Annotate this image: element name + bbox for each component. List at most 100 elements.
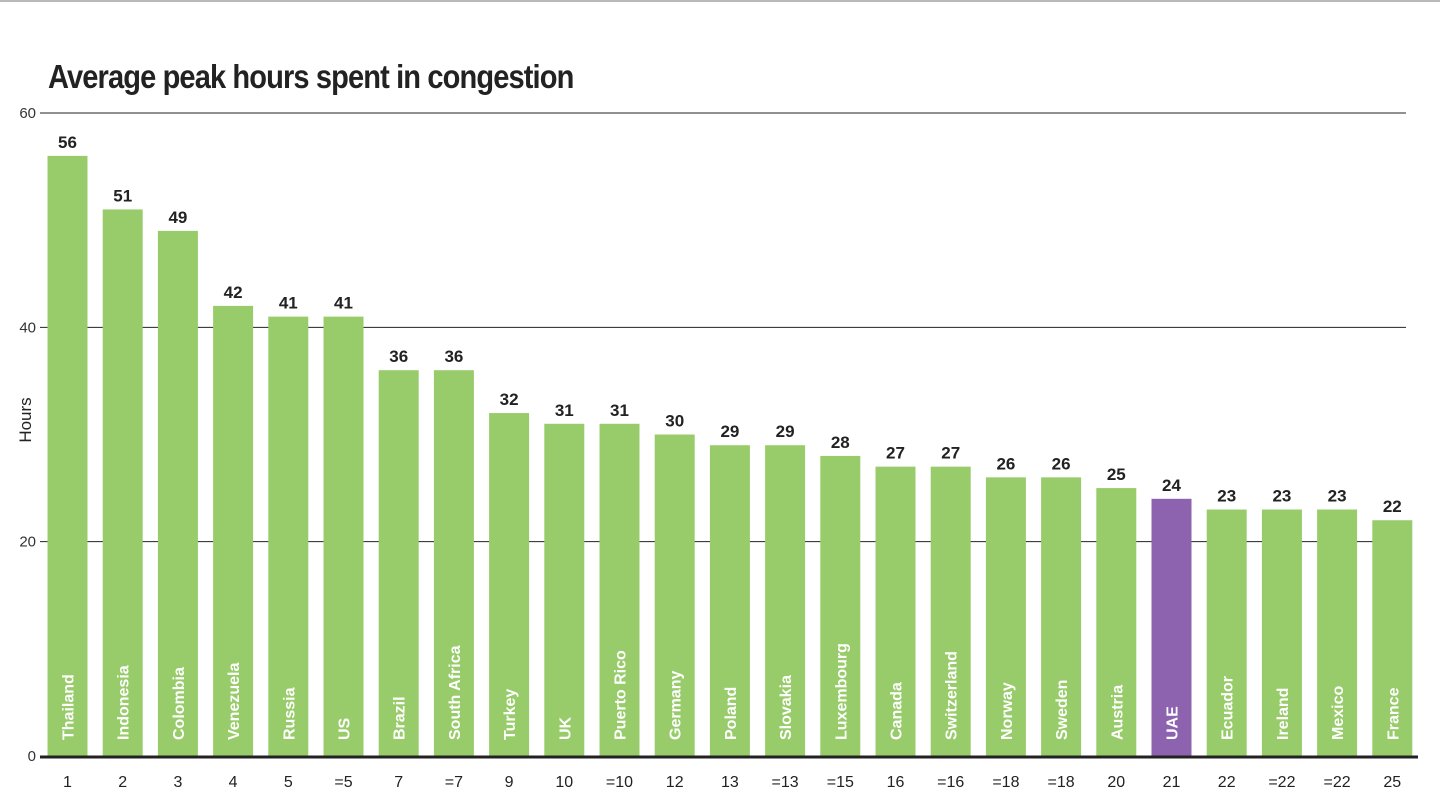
data-label: 24 [1162, 476, 1181, 495]
y-tick-label: 40 [19, 319, 36, 336]
bar-category-label: Mexico [1330, 686, 1347, 740]
bar [1317, 509, 1358, 756]
data-label: 28 [831, 433, 850, 452]
x-tick-label: 12 [666, 774, 684, 791]
data-label: 29 [776, 422, 795, 441]
data-label: 27 [886, 444, 905, 463]
x-tick-label: 1 [63, 774, 72, 791]
data-label: 42 [224, 283, 243, 302]
bar [102, 209, 143, 756]
data-label: 32 [500, 390, 519, 409]
bar [1041, 477, 1082, 756]
bar-category-label: South Africa [447, 645, 464, 740]
bar-category-label: Colombia [171, 667, 188, 740]
x-tick-label: 25 [1383, 774, 1401, 791]
data-label: 51 [113, 186, 132, 205]
bar [47, 155, 88, 756]
x-tick-label: 16 [887, 774, 905, 791]
bar-category-label: Sweden [1054, 680, 1071, 740]
x-tick-label: 10 [555, 774, 573, 791]
data-label: 30 [665, 412, 684, 431]
data-label: 22 [1383, 497, 1402, 516]
bar [213, 305, 254, 756]
data-label: 29 [720, 422, 739, 441]
x-tick-label: 7 [394, 774, 403, 791]
bar [433, 370, 474, 756]
y-axis-label: Hours [16, 397, 35, 442]
bar-category-label: France [1385, 687, 1402, 740]
data-label: 41 [334, 294, 353, 313]
x-tick-label: 22 [1218, 774, 1236, 791]
y-tick-label: 60 [19, 105, 36, 122]
bar-category-label: Poland [723, 687, 740, 740]
data-label: 26 [1052, 454, 1071, 473]
bar [1261, 509, 1302, 756]
bar-category-label: Switzerland [944, 651, 961, 740]
x-tick-label: 21 [1163, 774, 1181, 791]
bar [378, 370, 419, 756]
bar [157, 230, 198, 757]
x-tick-label: =16 [937, 774, 964, 791]
bar [1151, 498, 1192, 756]
data-label: 36 [444, 347, 463, 366]
bar [489, 413, 530, 756]
x-tick-label: =22 [1268, 774, 1295, 791]
bar-category-label: Venezuela [226, 663, 243, 740]
data-label: 23 [1328, 487, 1347, 506]
x-tick-label: =13 [772, 774, 799, 791]
bar-category-label: Norway [999, 682, 1016, 740]
chart-title: Average peak hours spent in congestion [48, 58, 574, 95]
bar-category-label: Turkey [502, 689, 519, 740]
bar [654, 434, 695, 756]
bar-category-label: Luxembourg [833, 643, 850, 740]
data-label: 41 [279, 294, 298, 313]
bar-category-label: Brazil [392, 696, 409, 740]
bar [985, 477, 1026, 756]
top-border [0, 0, 1440, 2]
bar-category-label: Thailand [61, 674, 78, 740]
data-label: 23 [1217, 487, 1236, 506]
bar [709, 445, 750, 756]
bar-category-label: US [337, 717, 354, 740]
y-tick-label: 0 [28, 748, 36, 765]
x-tick-label: 3 [173, 774, 182, 791]
bar-category-label: Indonesia [116, 665, 133, 740]
bar [1206, 509, 1247, 756]
data-label: 36 [389, 347, 408, 366]
bar-category-label: Slovakia [778, 675, 795, 740]
bar-category-label: Ecuador [1220, 676, 1237, 740]
data-label: 25 [1107, 465, 1126, 484]
bar [1372, 520, 1413, 756]
y-tick-label: 20 [19, 534, 36, 551]
data-label: 23 [1272, 487, 1291, 506]
x-tick-label: 5 [284, 774, 293, 791]
bar [1096, 488, 1137, 756]
x-tick-label: =15 [827, 774, 854, 791]
x-tick-label: =18 [1048, 774, 1075, 791]
data-label: 49 [168, 208, 187, 227]
x-tick-label: =7 [445, 774, 463, 791]
bar [930, 466, 971, 756]
data-label: 26 [996, 454, 1015, 473]
bar-category-label: Germany [668, 671, 685, 740]
bar-category-label: Canada [889, 682, 906, 740]
bar-category-label: Austria [1109, 685, 1126, 740]
bar-category-label: UK [557, 716, 574, 740]
bar [323, 316, 364, 756]
x-tick-label: =22 [1324, 774, 1351, 791]
x-tick-label: 2 [118, 774, 127, 791]
bar [268, 316, 309, 756]
bar [820, 455, 861, 756]
bar [599, 423, 640, 756]
bar-category-label: Puerto Rico [613, 650, 630, 740]
x-tick-label: =10 [606, 774, 633, 791]
x-tick-label: =5 [334, 774, 352, 791]
x-tick-label: 13 [721, 774, 739, 791]
bar-category-label: UAE [1165, 706, 1182, 740]
x-tick-label: =18 [992, 774, 1019, 791]
data-label: 56 [58, 133, 77, 152]
data-label: 31 [610, 401, 629, 420]
x-tick-label: 4 [229, 774, 238, 791]
bar [765, 445, 806, 756]
